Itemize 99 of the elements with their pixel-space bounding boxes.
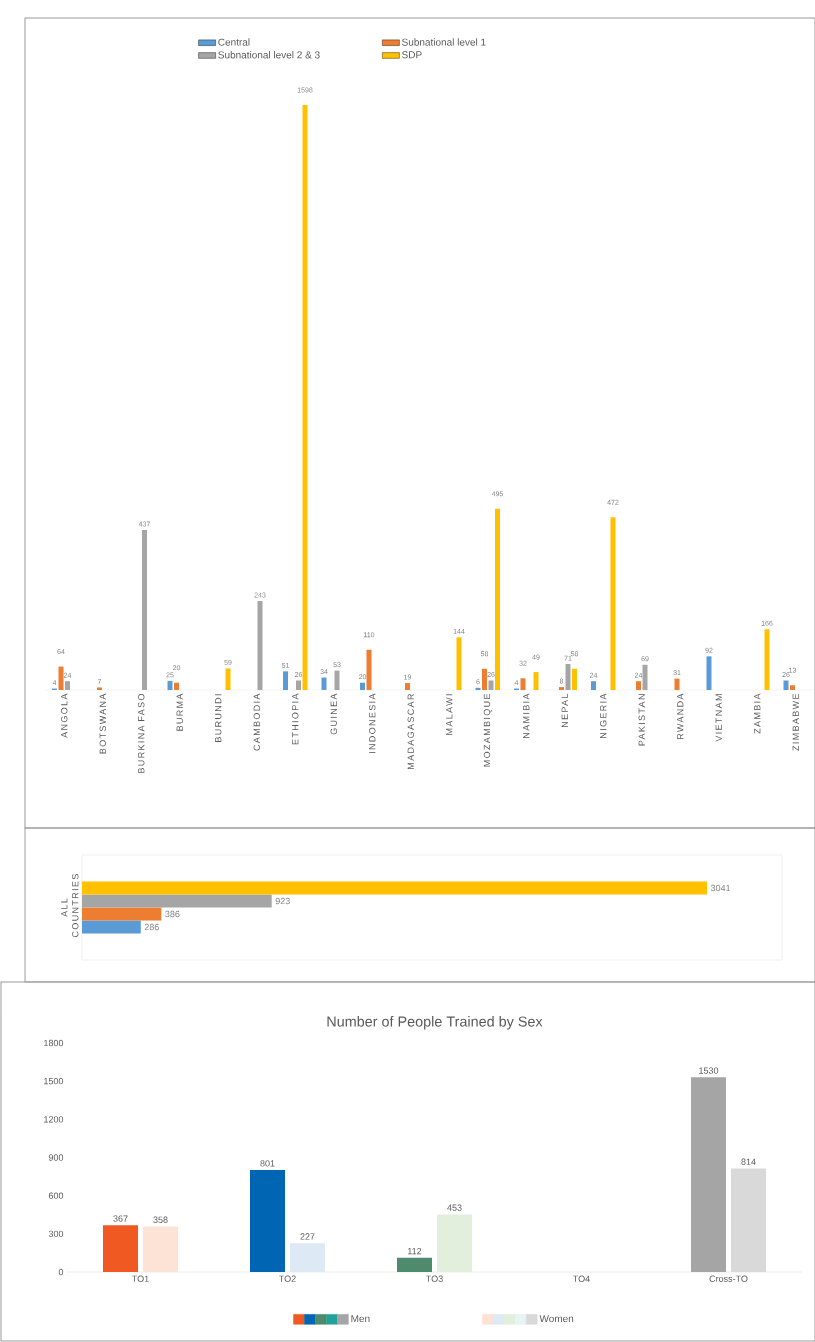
bar bbox=[296, 680, 301, 691]
y-tick-label: 900 bbox=[48, 1154, 64, 1161]
data-label: 367 bbox=[113, 1215, 128, 1222]
data-label: 286 bbox=[144, 923, 159, 931]
data-label: 1530 bbox=[699, 1067, 719, 1074]
legend-label: Women bbox=[539, 1315, 574, 1323]
bar bbox=[397, 1257, 432, 1273]
bar bbox=[82, 881, 708, 895]
bar bbox=[572, 668, 577, 691]
x-tick-label: NIGERIA bbox=[600, 693, 607, 738]
bar bbox=[257, 601, 263, 691]
x-tick-label: MADAGASCAR bbox=[407, 693, 414, 769]
y-tick-label: ALL COUNTRIES bbox=[61, 874, 79, 938]
bar bbox=[405, 683, 410, 691]
bar bbox=[250, 1170, 285, 1273]
chart-title: Number of People Trained by Sex bbox=[327, 1016, 543, 1030]
legend-label: Subnational level 2 & 3 bbox=[218, 51, 320, 59]
bar bbox=[706, 656, 712, 691]
legend-label: Subnational level 1 bbox=[402, 38, 486, 46]
data-label: 453 bbox=[447, 1204, 462, 1211]
data-label: 112 bbox=[408, 1247, 422, 1255]
bar bbox=[636, 681, 641, 691]
x-tick-label: BOTSWANA bbox=[99, 693, 106, 754]
bar bbox=[533, 672, 539, 691]
x-tick-label: RWANDA bbox=[677, 693, 684, 740]
bar bbox=[174, 682, 179, 691]
x-tick-label: BURUNDI bbox=[215, 694, 222, 742]
bar bbox=[366, 649, 372, 691]
x-tick-label: Cross-TO bbox=[709, 1275, 748, 1282]
bar bbox=[290, 1243, 325, 1273]
bar bbox=[591, 681, 596, 691]
bar bbox=[225, 668, 231, 691]
x-tick-label: NAMIBIA bbox=[523, 693, 530, 738]
bar bbox=[456, 637, 462, 691]
bar bbox=[783, 680, 789, 691]
bar bbox=[142, 530, 147, 691]
y-tick-label: 1800 bbox=[44, 1039, 64, 1047]
data-label: 814 bbox=[741, 1158, 756, 1165]
data-label: 227 bbox=[300, 1233, 315, 1240]
data-label: 358 bbox=[153, 1216, 168, 1223]
bar bbox=[103, 1225, 138, 1273]
bar bbox=[321, 677, 327, 691]
bar bbox=[565, 664, 571, 691]
data-label: 801 bbox=[260, 1160, 275, 1167]
x-tick-label: INDONESIA bbox=[369, 693, 376, 754]
x-tick-label: TO3 bbox=[426, 1275, 443, 1282]
x-tick-label: BURKINA FASO bbox=[138, 693, 145, 773]
bar bbox=[334, 670, 340, 691]
x-tick-label: MOZAMBIQUE bbox=[483, 693, 492, 767]
y-tick-label: 1200 bbox=[44, 1116, 64, 1123]
legend-label: SDP bbox=[402, 51, 422, 59]
bar bbox=[82, 920, 141, 934]
x-tick-label: ETHIOPIA bbox=[292, 693, 299, 745]
bar bbox=[764, 629, 770, 691]
bar bbox=[520, 678, 526, 691]
x-tick-label: ANGOLA bbox=[61, 693, 68, 738]
x-tick-label: VIETNAM bbox=[715, 694, 722, 742]
bar bbox=[691, 1077, 726, 1273]
bar bbox=[731, 1168, 766, 1273]
legend-label: Central bbox=[218, 38, 250, 46]
bar bbox=[97, 687, 102, 691]
bar bbox=[488, 680, 494, 691]
x-tick-label: ZIMBABWE bbox=[792, 693, 799, 751]
legend-label: Men bbox=[351, 1315, 370, 1323]
y-tick-label: 600 bbox=[48, 1192, 64, 1199]
x-tick-label: GUINEA bbox=[330, 693, 337, 735]
x-tick-label: PAKISTAN bbox=[638, 694, 645, 746]
bar bbox=[482, 668, 487, 691]
bar bbox=[58, 666, 64, 691]
y-tick-label: 300 bbox=[48, 1230, 64, 1238]
x-tick-label: BURMA bbox=[176, 693, 183, 731]
bar bbox=[167, 680, 173, 691]
bar bbox=[360, 682, 365, 691]
bar bbox=[475, 687, 481, 691]
bar bbox=[610, 517, 616, 691]
bar bbox=[790, 685, 795, 691]
bar bbox=[642, 664, 648, 691]
x-tick-label: TO1 bbox=[132, 1275, 149, 1282]
x-tick-label: NEPAL bbox=[561, 693, 568, 728]
bar bbox=[65, 681, 70, 691]
x-tick-label: ZAMBIA bbox=[754, 693, 761, 734]
x-tick-label: MALAWI bbox=[446, 694, 453, 735]
bar bbox=[559, 687, 564, 691]
bar bbox=[143, 1226, 178, 1273]
bar bbox=[437, 1214, 472, 1273]
bar bbox=[674, 678, 680, 691]
bar bbox=[283, 671, 288, 691]
data-label: 923 bbox=[275, 897, 290, 905]
x-tick-label: TO4 bbox=[573, 1275, 590, 1282]
bar bbox=[82, 907, 162, 921]
bar bbox=[82, 894, 272, 908]
data-label: 3041 bbox=[710, 884, 731, 892]
bar bbox=[495, 508, 500, 691]
bar bbox=[302, 105, 308, 691]
x-tick-label: CAMBODIA bbox=[253, 693, 260, 751]
y-tick-label: 0 bbox=[58, 1268, 64, 1276]
y-tick-label: 1500 bbox=[44, 1077, 64, 1085]
data-label: 386 bbox=[165, 910, 180, 918]
x-tick-label: TO2 bbox=[279, 1275, 296, 1282]
